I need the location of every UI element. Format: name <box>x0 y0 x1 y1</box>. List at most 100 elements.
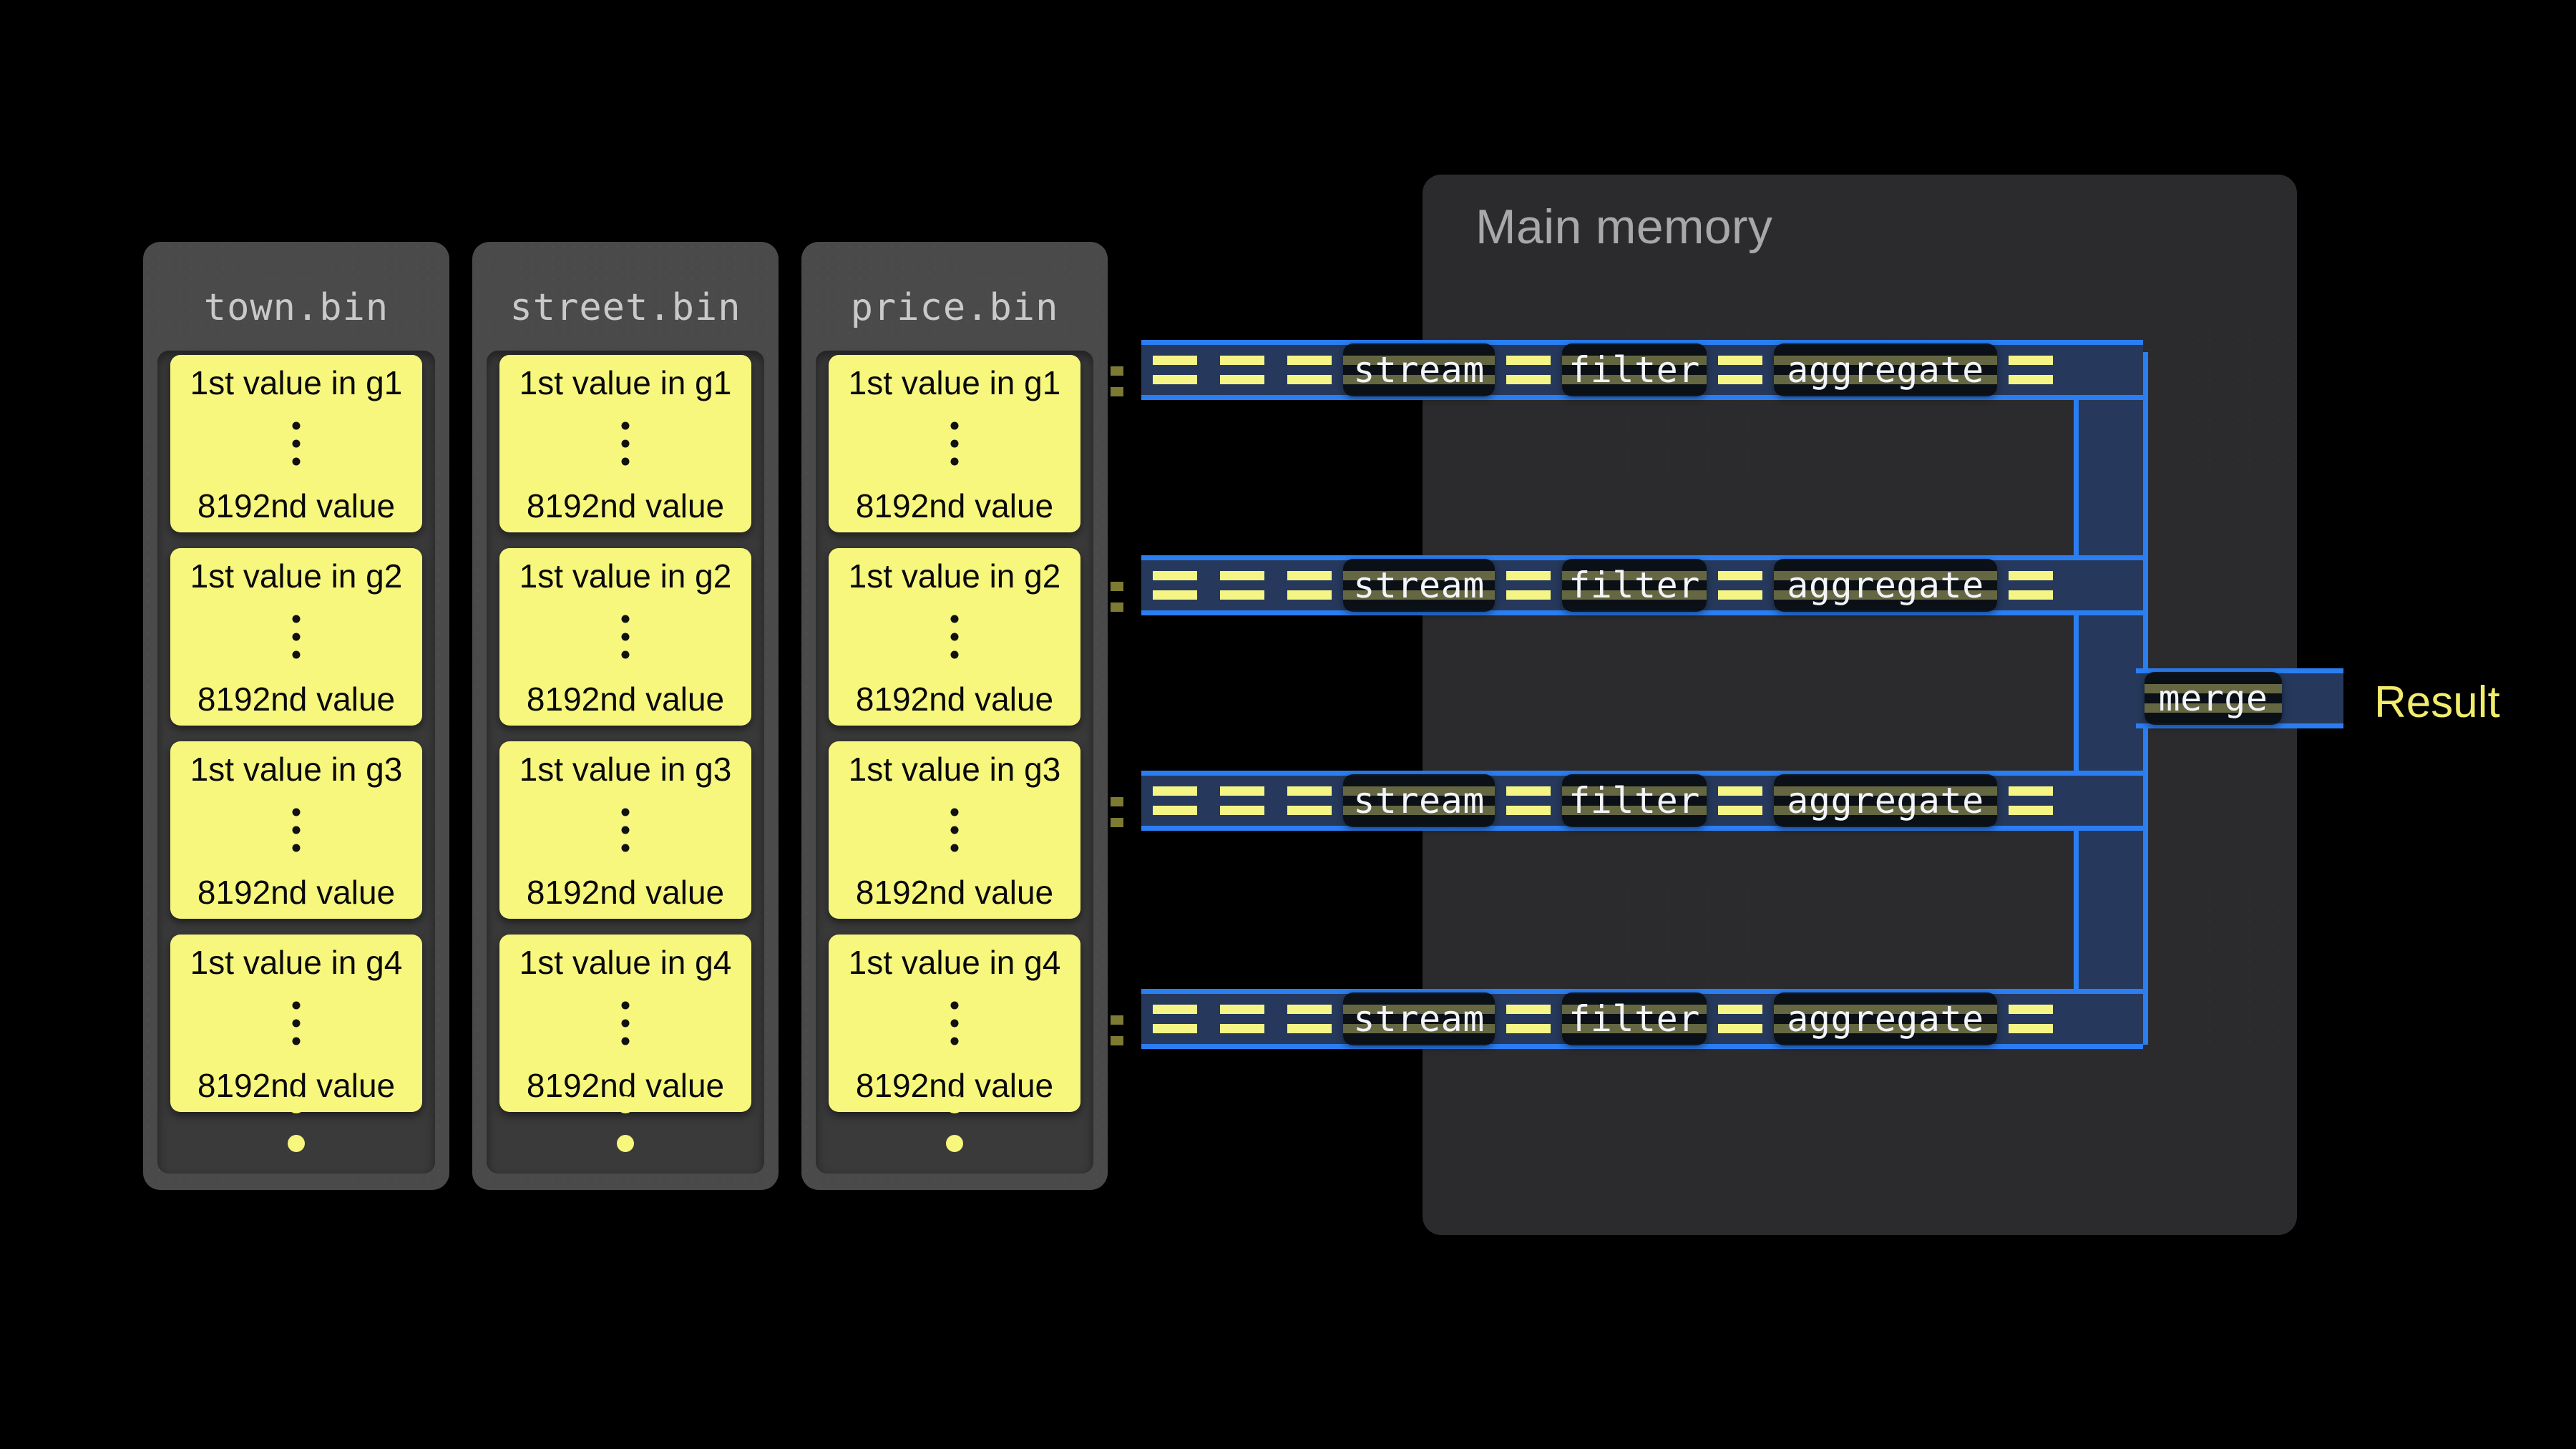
data-block: 1st value in g3 8192nd value <box>829 741 1080 919</box>
stage-aggregate[interactable]: aggregate <box>1774 992 1997 1045</box>
stage-stream[interactable]: stream <box>1343 343 1495 396</box>
stage-label: stream <box>1353 998 1485 1040</box>
flow-dash <box>1153 786 1197 815</box>
vertical-ellipsis-icon <box>292 808 301 852</box>
pipeline-row-1: stream filter aggregate <box>1141 340 2143 400</box>
vertical-ellipsis-icon <box>292 421 301 466</box>
stage-label: aggregate <box>1787 349 1984 391</box>
merge-row: merge <box>2136 668 2343 728</box>
vertical-ellipsis-icon <box>621 421 630 466</box>
stage-filter[interactable]: filter <box>1562 992 1707 1045</box>
data-block: 1st value in g2 8192nd value <box>170 548 422 726</box>
vertical-ellipsis-icon <box>950 1001 959 1045</box>
flow-dash-under <box>2145 684 2282 713</box>
main-memory-title: Main memory <box>1475 200 1773 254</box>
flow-dash <box>1220 571 1264 600</box>
stage-label: filter <box>1568 349 1700 391</box>
file-column-title: town.bin <box>203 286 389 329</box>
flow-dash-under <box>1562 1005 1707 1033</box>
stage-stream[interactable]: stream <box>1343 992 1495 1045</box>
flow-dash-under <box>1343 786 1495 815</box>
block-first-value: 1st value in g1 <box>190 364 403 401</box>
stage-stream[interactable]: stream <box>1343 774 1495 827</box>
stage-stream[interactable]: stream <box>1343 559 1495 612</box>
flow-dash <box>1220 1005 1264 1033</box>
flow-dash <box>1220 356 1264 384</box>
file-column-title: price.bin <box>850 286 1059 329</box>
block-first-value: 1st value in g2 <box>190 557 403 595</box>
block-last-value: 8192nd value <box>526 487 725 525</box>
flow-dash <box>1287 571 1332 600</box>
data-block: 1st value in g1 8192nd value <box>170 355 422 532</box>
flow-dash <box>1287 356 1332 384</box>
stage-label: stream <box>1353 565 1485 606</box>
block-first-value: 1st value in g4 <box>519 944 732 981</box>
block-first-value: 1st value in g3 <box>848 751 1061 788</box>
flow-dash <box>1718 571 1762 600</box>
flow-dash-under <box>1774 571 1997 600</box>
vertical-ellipsis-icon <box>621 1001 630 1045</box>
file-block-list: 1st value in g1 8192nd value 1st value i… <box>499 355 751 1128</box>
stage-aggregate[interactable]: aggregate <box>1774 343 1997 396</box>
block-first-value: 1st value in g3 <box>519 751 732 788</box>
stage-filter[interactable]: filter <box>1562 343 1707 396</box>
vertical-ellipsis-icon <box>292 615 301 659</box>
flow-dash <box>2009 571 2053 600</box>
stage-filter[interactable]: filter <box>1562 774 1707 827</box>
flow-dash <box>1718 1005 1762 1033</box>
flow-dash <box>1506 1005 1551 1033</box>
result-label: Result <box>2374 678 2500 727</box>
more-blocks-ellipsis-icon <box>288 1058 305 1152</box>
block-last-value: 8192nd value <box>855 680 1054 718</box>
flow-dash <box>1287 786 1332 815</box>
flow-dash-under <box>1343 356 1495 384</box>
vertical-ellipsis-icon <box>950 615 959 659</box>
flow-dash <box>1506 571 1551 600</box>
flow-dash <box>2009 786 2053 815</box>
data-block: 1st value in g1 8192nd value <box>829 355 1080 532</box>
block-last-value: 8192nd value <box>197 487 396 525</box>
flow-dash-under <box>1562 571 1707 600</box>
flow-dash <box>1153 356 1197 384</box>
feed-dash-row-3 <box>1111 797 1123 827</box>
flow-dash <box>1718 786 1762 815</box>
feed-dash-row-1 <box>1111 366 1123 396</box>
data-block: 1st value in g2 8192nd value <box>829 548 1080 726</box>
pipeline-row-3: stream filter aggregate <box>1141 771 2143 831</box>
file-column-street: street.bin 1st value in g1 8192nd value … <box>472 242 779 1190</box>
flow-dash <box>1506 786 1551 815</box>
block-first-value: 1st value in g2 <box>848 557 1061 595</box>
flow-dash <box>1153 1005 1197 1033</box>
stage-label: filter <box>1568 565 1700 606</box>
data-block: 1st value in g3 8192nd value <box>170 741 422 919</box>
stage-filter[interactable]: filter <box>1562 559 1707 612</box>
block-last-value: 8192nd value <box>197 874 396 911</box>
block-last-value: 8192nd value <box>526 680 725 718</box>
block-first-value: 1st value in g3 <box>190 751 403 788</box>
block-last-value: 8192nd value <box>855 487 1054 525</box>
file-column-town: town.bin 1st value in g1 8192nd value 1s… <box>143 242 449 1190</box>
stage-label: filter <box>1568 998 1700 1040</box>
flow-dash <box>1153 571 1197 600</box>
flow-dash-under <box>1562 356 1707 384</box>
block-last-value: 8192nd value <box>855 874 1054 911</box>
stage-label: merge <box>2158 678 2268 719</box>
vertical-ellipsis-icon <box>621 808 630 852</box>
flow-dash-under <box>1774 356 1997 384</box>
file-column-title: street.bin <box>509 286 741 329</box>
stage-aggregate[interactable]: aggregate <box>1774 559 1997 612</box>
file-column-price: price.bin 1st value in g1 8192nd value 1… <box>801 242 1108 1190</box>
vertical-ellipsis-icon <box>950 421 959 466</box>
vertical-ellipsis-icon <box>621 615 630 659</box>
flow-dash <box>1718 356 1762 384</box>
file-block-list: 1st value in g1 8192nd value 1st value i… <box>829 355 1080 1128</box>
stage-merge[interactable]: merge <box>2145 672 2282 725</box>
stage-label: stream <box>1353 349 1485 391</box>
vertical-ellipsis-icon <box>950 808 959 852</box>
data-block: 1st value in g1 8192nd value <box>499 355 751 532</box>
flow-dash-under <box>1343 571 1495 600</box>
more-blocks-ellipsis-icon <box>617 1058 634 1152</box>
stage-aggregate[interactable]: aggregate <box>1774 774 1997 827</box>
flow-dash <box>2009 356 2053 384</box>
